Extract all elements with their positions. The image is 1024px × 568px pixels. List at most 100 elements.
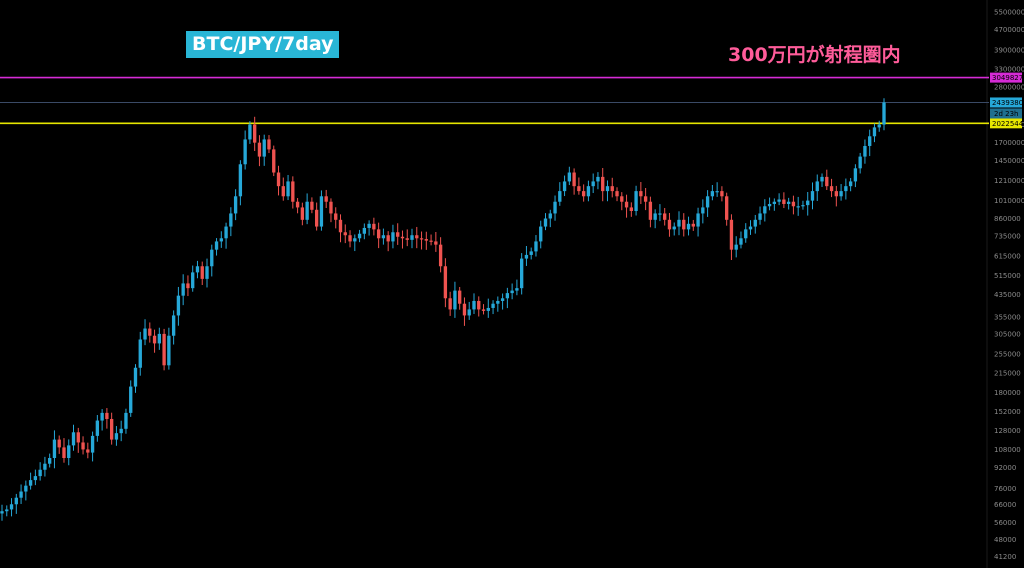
candle-body [672, 226, 676, 230]
y-tick-label: 48000 [994, 536, 1016, 544]
candle-body [872, 127, 877, 137]
candle-body [653, 213, 657, 220]
countdown-tag-label: 2d 23h [994, 110, 1018, 118]
candle-body [510, 290, 514, 294]
candle-body [353, 238, 357, 242]
candle-body [86, 449, 90, 453]
candle-body [295, 201, 300, 208]
candle-body [477, 300, 481, 310]
candle-body [453, 290, 457, 310]
magenta-price-tag [990, 72, 1022, 83]
candle-body [33, 476, 38, 481]
candle-body [710, 191, 715, 197]
candle-body [529, 251, 533, 255]
candle-body [67, 445, 71, 459]
y-tick-label: 3900000 [994, 47, 1024, 55]
candle-body [381, 235, 386, 239]
candle-body [167, 335, 171, 366]
y-tick-label: 1210000 [994, 177, 1024, 185]
candle-body [438, 244, 443, 267]
candle-body [458, 290, 462, 304]
candle-body [410, 235, 414, 240]
price-tags: 3049827 2439380 2022544 2d 23h [990, 72, 1024, 129]
candle-body [715, 191, 719, 193]
y-tick-label: 76000 [994, 485, 1016, 493]
y-tick-label: 435000 [994, 291, 1021, 299]
candle-body [114, 433, 119, 440]
candle-body [28, 480, 33, 486]
candle-body [334, 213, 338, 220]
candle-body [486, 307, 490, 311]
candle-body [643, 196, 648, 202]
candle-body [243, 139, 247, 165]
candle-body [314, 209, 319, 227]
candle-body [19, 491, 23, 498]
candle-body [725, 196, 729, 220]
candle-body [186, 283, 190, 289]
candle-body [391, 232, 395, 242]
candle-body [233, 196, 238, 214]
candle-body [419, 238, 424, 240]
candle-body [357, 233, 362, 239]
candle-body [677, 219, 681, 227]
candle-body [801, 205, 805, 207]
y-tick-label: 1010000 [994, 197, 1024, 205]
candle-body [405, 238, 409, 240]
candle-body [148, 328, 152, 336]
candle-body [138, 339, 142, 368]
candle-body [663, 213, 667, 220]
candle-body [882, 102, 886, 125]
candle-body [286, 181, 290, 197]
candle-body [591, 181, 595, 187]
candle-body [205, 266, 209, 279]
candle-body [181, 283, 185, 296]
candle-body [338, 219, 343, 233]
y-tick-label: 41200 [994, 553, 1016, 561]
candle-body [157, 333, 161, 344]
candle-body [400, 236, 405, 239]
candle-body [38, 469, 42, 477]
candle-body [739, 238, 743, 245]
candle-body [620, 196, 624, 202]
candle-body [95, 420, 100, 436]
candle-body [500, 298, 505, 301]
candle-body [248, 124, 252, 140]
candle-body [5, 509, 9, 512]
candle-body [605, 186, 610, 192]
candle-body [648, 201, 653, 220]
candle-body [229, 213, 233, 227]
candle-body [686, 223, 691, 230]
candle-body [176, 295, 181, 316]
candle-body [539, 226, 543, 242]
candle-body [43, 463, 47, 470]
candle-body [133, 367, 138, 387]
candle-body [877, 124, 881, 128]
candle-body [124, 412, 128, 429]
candle-body [343, 232, 347, 236]
candle-body [829, 186, 834, 192]
candle-body [300, 207, 305, 220]
candle-body [629, 207, 633, 212]
candle-body [720, 191, 724, 197]
price-axis[interactable]: 5500000470000039000003300000280000020000… [994, 8, 1024, 561]
candle-body [367, 223, 371, 228]
candle-body [586, 186, 591, 197]
candle-body [848, 181, 853, 187]
candle-body [376, 229, 381, 239]
candle-body [696, 213, 700, 227]
candle-body [100, 412, 104, 421]
y-tick-label: 3300000 [994, 65, 1024, 73]
horizontal-lines [0, 76, 989, 125]
candle-body [562, 181, 567, 192]
candle-body [806, 200, 810, 206]
candle-body [319, 196, 324, 227]
candle-body [596, 176, 600, 182]
candle-body [262, 139, 266, 157]
candle-body [834, 191, 838, 197]
candle-body [519, 258, 524, 289]
candle-body [109, 418, 114, 440]
y-tick-label: 1700000 [994, 139, 1024, 147]
candle-body [362, 227, 367, 234]
candle-body [729, 219, 734, 250]
